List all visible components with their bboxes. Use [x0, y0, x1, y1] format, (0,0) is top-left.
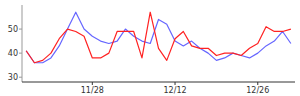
- x-tick: [92, 82, 93, 85]
- y-tick-label: 40: [8, 49, 18, 58]
- line-series: [26, 12, 291, 63]
- y-tick: [19, 77, 22, 78]
- y-tick-label: 50: [8, 25, 18, 34]
- y-tick: [19, 53, 22, 54]
- y-axis-line: [22, 5, 23, 82]
- x-tick: [257, 82, 258, 85]
- x-axis-line: [22, 82, 295, 83]
- x-tick-label: 12/26: [246, 86, 269, 95]
- line-series: [26, 12, 291, 63]
- x-tick-label: 12/12: [164, 86, 187, 95]
- chart: 30 40 50 11/28 12/12 12/26: [0, 0, 300, 96]
- y-tick: [19, 29, 22, 30]
- x-tick: [175, 82, 176, 85]
- x-tick-label: 11/28: [81, 86, 104, 95]
- plot-area: [26, 12, 291, 63]
- y-tick-label: 30: [8, 73, 18, 82]
